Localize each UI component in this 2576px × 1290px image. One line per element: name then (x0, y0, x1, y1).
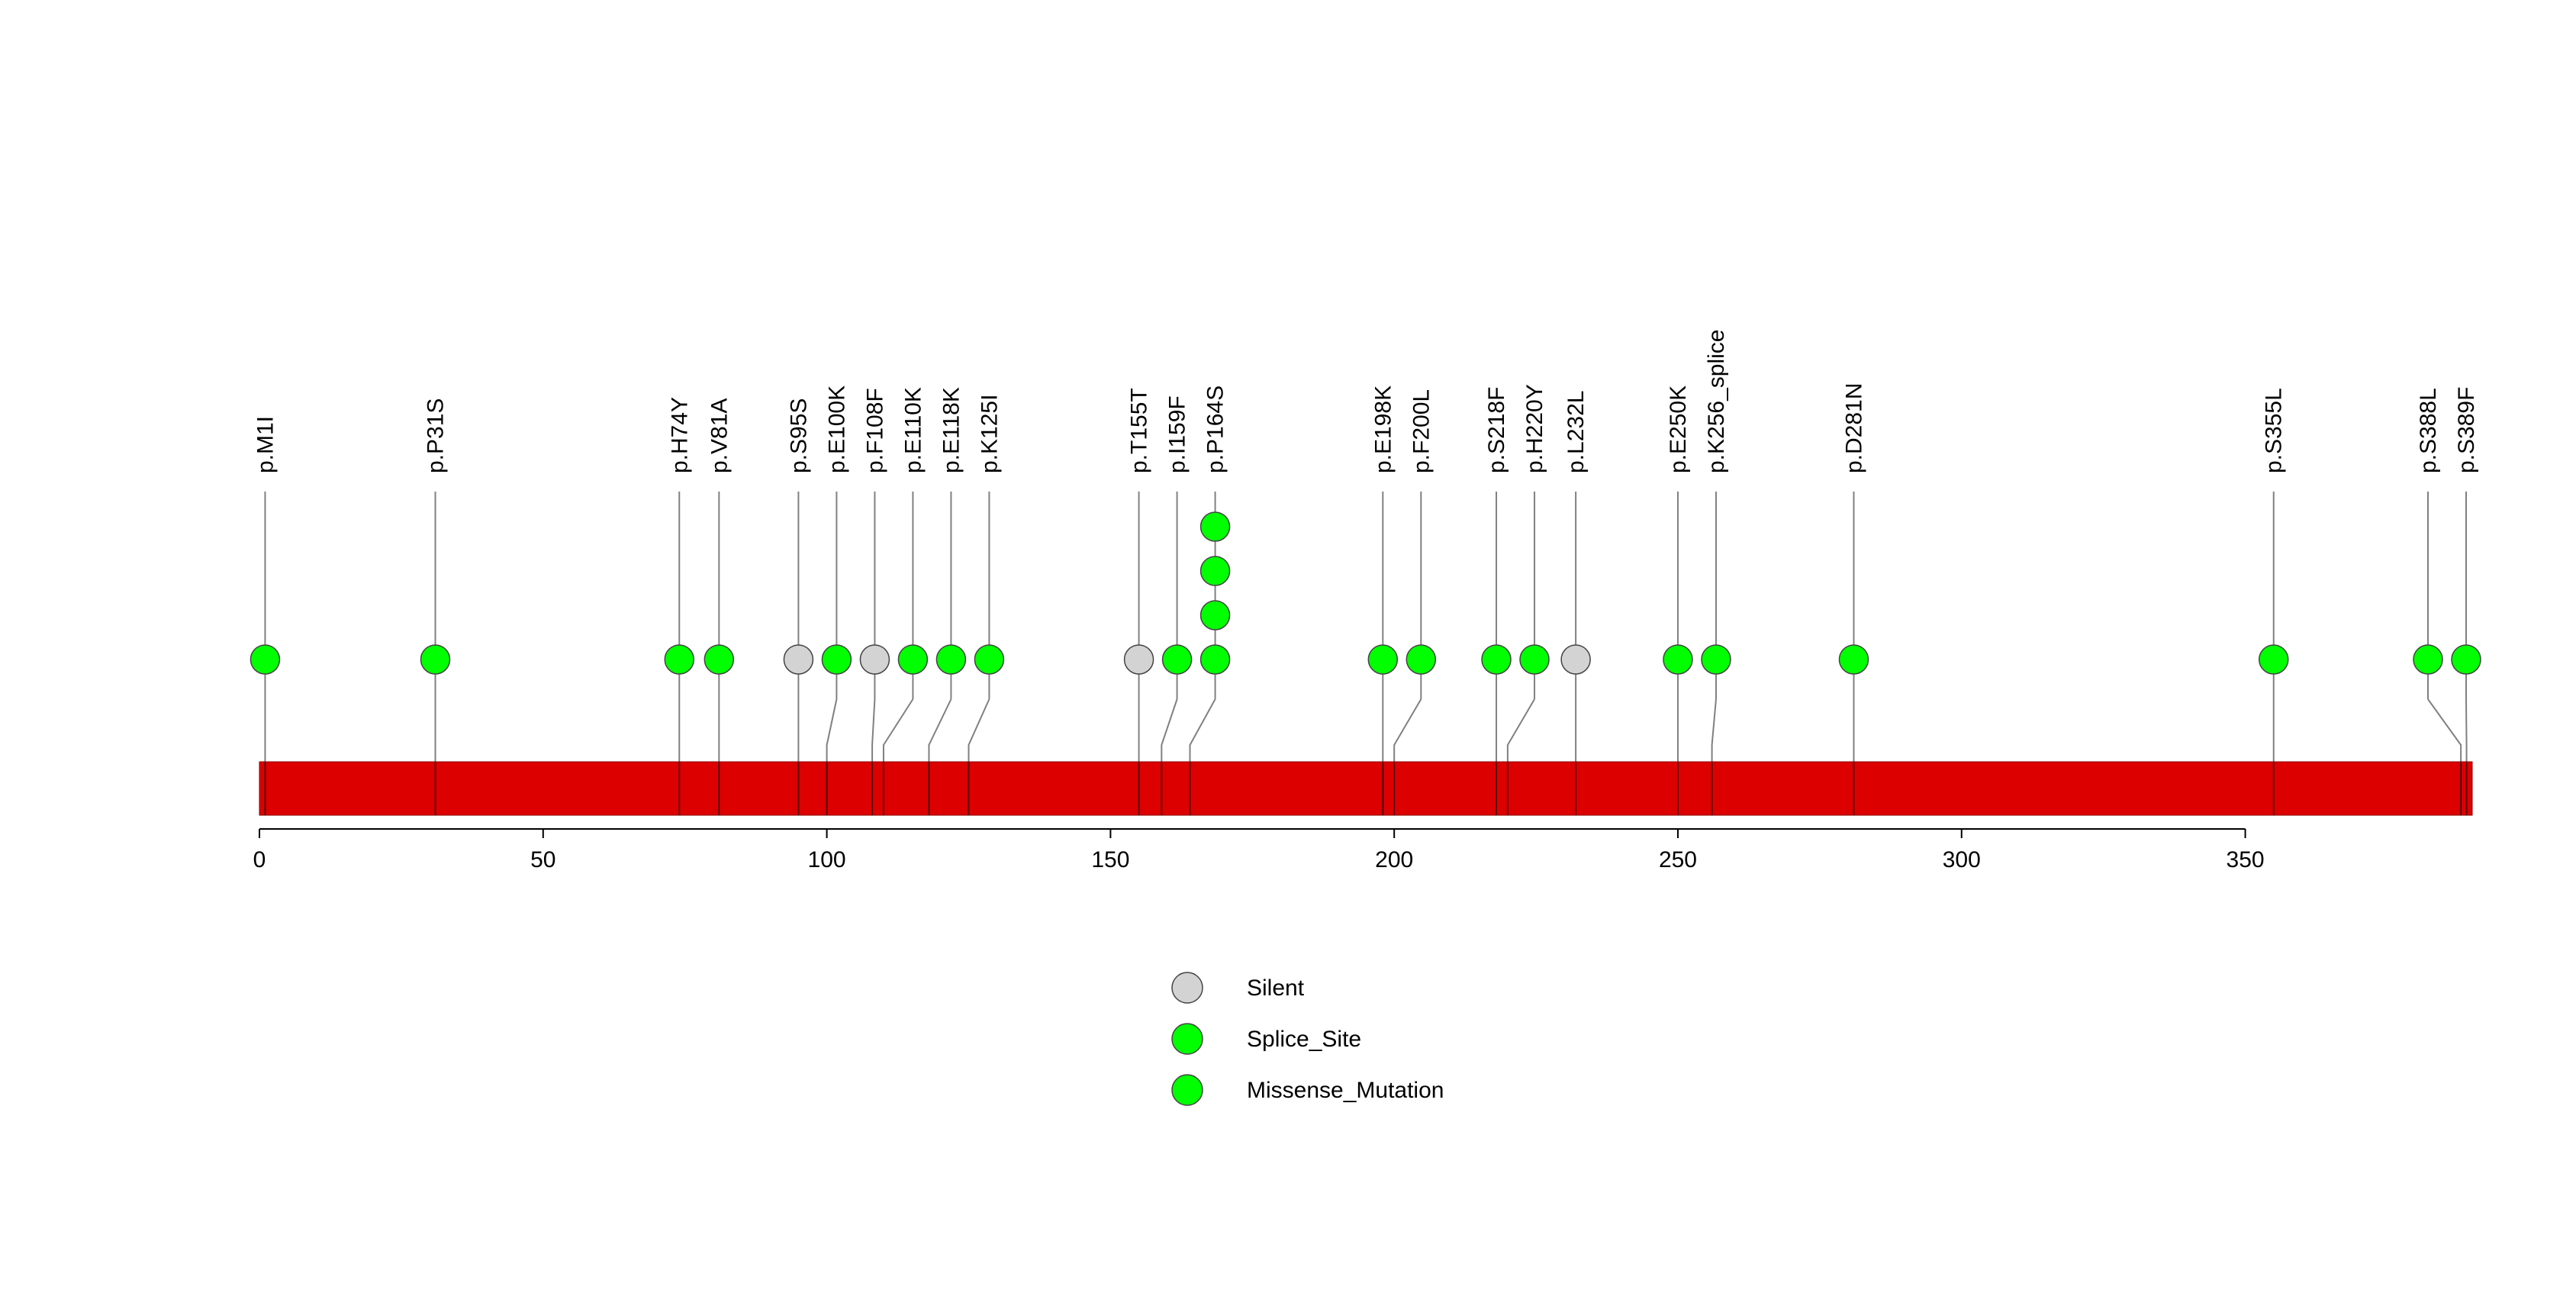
mutation-label: p.S218F (1484, 387, 1509, 473)
mutation-head[interactable] (1838, 644, 1869, 675)
mutation-head[interactable] (2413, 644, 2443, 675)
mutation-head[interactable] (420, 644, 451, 675)
mutation-head[interactable] (935, 644, 967, 675)
mutation-connector (1161, 698, 1178, 762)
legend: Silent Splice_Site Missense_Mutation (1171, 972, 1444, 1106)
mutation-label: p.K125I (977, 395, 1002, 473)
mutation-connector (1393, 698, 1422, 762)
mutation-head[interactable] (897, 644, 929, 675)
mutation-label: p.E198K (1370, 385, 1396, 473)
mutation-head[interactable] (1199, 644, 1231, 675)
x-tick-label: 250 (1659, 847, 1697, 872)
mutation-label: p.H220Y (1522, 384, 1547, 473)
mutation-label: p.S388L (2416, 388, 2441, 473)
mutation-label: p.P164S (1203, 385, 1228, 473)
mutation-connector (826, 698, 838, 762)
mutation-label: p.E118K (939, 387, 964, 473)
mutation-label: p.V81A (707, 398, 732, 473)
mutation-head[interactable] (974, 644, 1005, 675)
legend-label: Silent (1247, 976, 1305, 1001)
mutation-head[interactable] (783, 644, 814, 675)
legend-swatch (1171, 1074, 1203, 1106)
mutation-connector (2465, 698, 2468, 762)
mutation-label: p.E100K (824, 385, 849, 473)
legend-label: Splice_Site (1247, 1027, 1361, 1052)
x-tick-label: 150 (1091, 847, 1129, 872)
mutation-label: p.F108F (862, 388, 887, 473)
mutation-head[interactable] (1367, 644, 1399, 675)
head-layer (250, 511, 2481, 675)
mutation-label: p.I159F (1165, 395, 1190, 473)
mutation-connector (1711, 698, 1717, 762)
legend-swatch (1171, 1023, 1203, 1055)
x-tick-label: 50 (530, 847, 555, 872)
mutation-label: p.H74Y (667, 397, 692, 473)
legend-swatch (1171, 972, 1203, 1004)
mutation-head[interactable] (1663, 644, 1693, 675)
label-layer: p.M1I p.P31S p.H74Y p.V81A p.S95S p.E100K p.F1… (253, 330, 2479, 473)
mutation-label: p.T155T (1127, 388, 1152, 473)
mutation-connector (2427, 698, 2462, 762)
mutation-head[interactable] (1199, 511, 1231, 542)
mutation-head[interactable] (1199, 600, 1231, 630)
x-tick-label: 100 (808, 847, 846, 872)
mutation-label: p.L232L (1563, 391, 1589, 473)
mutation-head[interactable] (1560, 644, 1591, 675)
mutation-head[interactable] (664, 644, 695, 675)
x-tick-label: 300 (1943, 847, 1981, 872)
mutation-label: p.S389F (2454, 387, 2479, 473)
connector-layer (264, 698, 2468, 762)
mutation-connector (928, 698, 952, 762)
mutation-head[interactable] (859, 644, 890, 675)
x-tick-label: 200 (1375, 847, 1413, 872)
mutation-head[interactable] (2451, 644, 2481, 675)
mutation-head[interactable] (1406, 644, 1437, 675)
mutation-label: p.S355L (2262, 388, 2287, 473)
mutation-head[interactable] (250, 644, 281, 675)
mutation-head[interactable] (1123, 644, 1154, 675)
mutation-connector (1189, 698, 1216, 762)
x-tick-label: 0 (253, 847, 266, 872)
mutation-label: p.P31S (423, 398, 449, 473)
x-axis: 0 50 100 150 200 250 300 350 (253, 828, 2265, 872)
mutation-connector (968, 698, 990, 762)
mutation-connector (1506, 698, 1535, 762)
mutation-head[interactable] (821, 644, 852, 675)
mutation-connector (871, 698, 876, 762)
mutation-label: p.S95S (786, 398, 811, 473)
mutation-head[interactable] (1481, 644, 1512, 675)
mutation-head[interactable] (1519, 644, 1550, 675)
mutation-label: p.E110K (900, 387, 926, 473)
mutation-head[interactable] (1199, 556, 1231, 586)
mutation-connector (882, 698, 914, 762)
mutation-head[interactable] (1701, 644, 1731, 675)
mutation-head[interactable] (704, 644, 735, 675)
protein-layer (259, 761, 2473, 816)
x-tick-label: 350 (2227, 847, 2265, 872)
mutation-head[interactable] (2258, 644, 2289, 675)
protein-bar (259, 761, 2473, 816)
mutation-label: p.F200L (1409, 389, 1434, 473)
mutation-label: p.M1I (253, 416, 278, 473)
legend-label: Missense_Mutation (1247, 1078, 1444, 1103)
mutation-head[interactable] (1161, 644, 1193, 675)
mutation-label: p.K256_splice (1704, 330, 1729, 473)
mutation-label: p.D281N (1841, 383, 1866, 473)
mutation-label: p.E250K (1666, 385, 1691, 473)
